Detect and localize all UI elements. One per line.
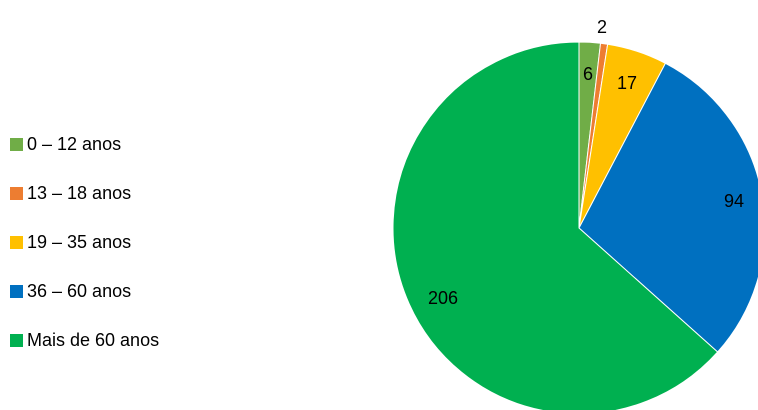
legend-swatch-3 (10, 285, 23, 298)
legend-item-2: 19 – 35 anos (10, 218, 159, 267)
data-label-0: 6 (583, 64, 593, 84)
legend-swatch-4 (10, 334, 23, 347)
legend-swatch-2 (10, 236, 23, 249)
data-labels: 6 2 17 94 206 (428, 17, 744, 308)
legend: 0 – 12 anos 13 – 18 anos 19 – 35 anos 36… (10, 120, 159, 365)
legend-item-4: Mais de 60 anos (10, 316, 159, 365)
pie-slice-3 (578, 62, 758, 353)
legend-label-4: Mais de 60 anos (27, 330, 160, 350)
data-label-4: 206 (428, 288, 458, 308)
legend-label-1: 13 – 18 anos (27, 183, 132, 203)
legend-label-2: 19 – 35 anos (27, 232, 132, 252)
legend-label-3: 36 – 60 anos (27, 281, 132, 301)
legend-swatch-0 (10, 138, 23, 151)
legend-item-3: 36 – 60 anos (10, 267, 159, 316)
pie-slices (392, 41, 758, 410)
pie-slice-4 (392, 41, 719, 410)
data-label-3: 94 (724, 191, 744, 211)
legend-item-1: 13 – 18 anos (10, 169, 159, 218)
legend-label-0: 0 – 12 anos (27, 134, 122, 154)
legend-item-0: 0 – 12 anos (10, 120, 159, 169)
data-label-2: 17 (617, 73, 637, 93)
data-label-1: 2 (597, 17, 607, 37)
legend-swatch-1 (10, 187, 23, 200)
